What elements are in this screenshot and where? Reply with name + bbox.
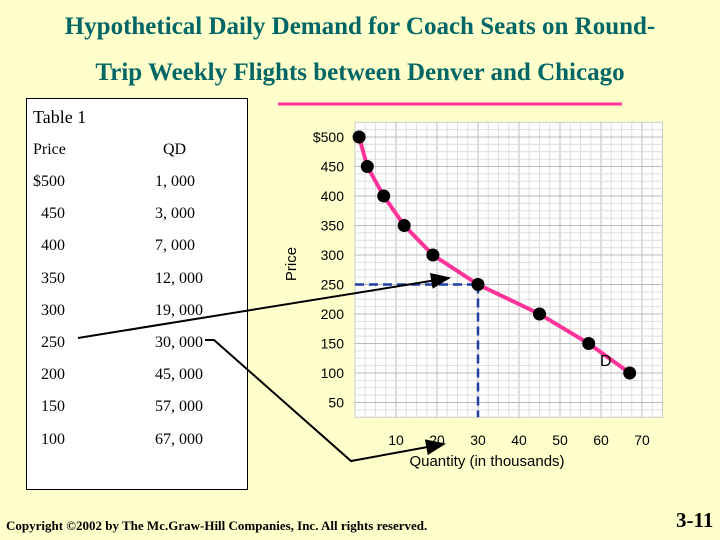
table-cell-price: 400: [41, 237, 65, 255]
data-point: [623, 366, 637, 380]
table-cell-price: 350: [41, 269, 65, 287]
table-cell-qd: 3, 000: [155, 205, 195, 223]
table-cell-qd: 30, 000: [155, 334, 203, 351]
x-tick-label: 40: [511, 432, 527, 448]
x-tick-label: 50: [552, 432, 568, 448]
data-points: [352, 130, 637, 380]
data-point: [582, 337, 596, 350]
table-cell-price: $500: [33, 173, 65, 190]
table-cell-price: 300: [41, 301, 65, 319]
annotation-arrows: [77, 272, 451, 463]
data-point: [426, 248, 440, 262]
y-tick-label: 50: [328, 395, 344, 411]
guide-lines: [355, 283, 480, 418]
series-label-d: D: [600, 353, 612, 370]
header-price: Price: [33, 141, 66, 158]
x-tick-label: 10: [388, 432, 404, 448]
table-cell-qd: 19, 000: [155, 301, 203, 319]
y-tick-label: 100: [321, 365, 345, 381]
table-cell-price: 200: [41, 366, 65, 384]
title-line-1: Hypothetical Daily Demand for Coach Seat…: [64, 13, 656, 40]
y-tick-label: 400: [321, 188, 345, 204]
title-line-2: Trip Weekly Flights between Denver and C…: [95, 59, 625, 86]
y-tick-label: 300: [321, 247, 345, 263]
y-tick-label: 250: [321, 277, 345, 293]
data-point: [352, 130, 366, 144]
table-cell-qd: 1, 000: [155, 173, 195, 190]
x-axis-label: Quantity (in thousands): [409, 453, 564, 470]
y-tick-label: 200: [321, 306, 345, 322]
slide-number: 3-11: [676, 508, 714, 532]
table-cell-qd: 57, 000: [155, 398, 203, 416]
data-point: [533, 307, 546, 321]
table-cell-price: 100: [41, 430, 65, 448]
data-point: [397, 219, 411, 232]
demand-table: Table 1 Price QD $500 1, 000 450 3, 000 400 7…: [26, 98, 248, 490]
header-qd: QD: [163, 141, 187, 158]
slide-title: Hypothetical Daily Demand for Coach Seat…: [10, 4, 710, 96]
arrow-to-point: [77, 272, 451, 339]
data-point: [377, 189, 391, 203]
table-cell-price: 150: [41, 398, 65, 416]
x-tick-label: 70: [634, 432, 650, 448]
data-point: [360, 160, 374, 173]
table-cell-qd: 12, 000: [155, 269, 203, 287]
x-tick-label: 60: [593, 432, 609, 448]
y-tick-label: $500: [313, 129, 344, 145]
y-tick-label: 150: [321, 336, 345, 352]
y-tick-label: 450: [321, 159, 345, 175]
table-cell-qd: 67, 000: [155, 430, 203, 448]
table-cell-price: 250: [41, 334, 65, 351]
y-tick-label: 350: [321, 218, 345, 234]
x-tick-label: 30: [470, 432, 486, 448]
arrow-to-quantity: [205, 339, 446, 463]
chart-grid: [354, 121, 663, 418]
table-cell-qd: 7, 000: [155, 237, 195, 255]
y-axis-label: Price: [283, 247, 300, 281]
data-point: [471, 278, 485, 291]
table-cell-price: 450: [41, 205, 65, 223]
table-title: Table 1: [33, 107, 87, 127]
table-cell-qd: 45, 000: [155, 366, 203, 384]
copyright-text: Copyright ©2002 by The Mc.Graw-Hill Comp…: [6, 518, 428, 533]
